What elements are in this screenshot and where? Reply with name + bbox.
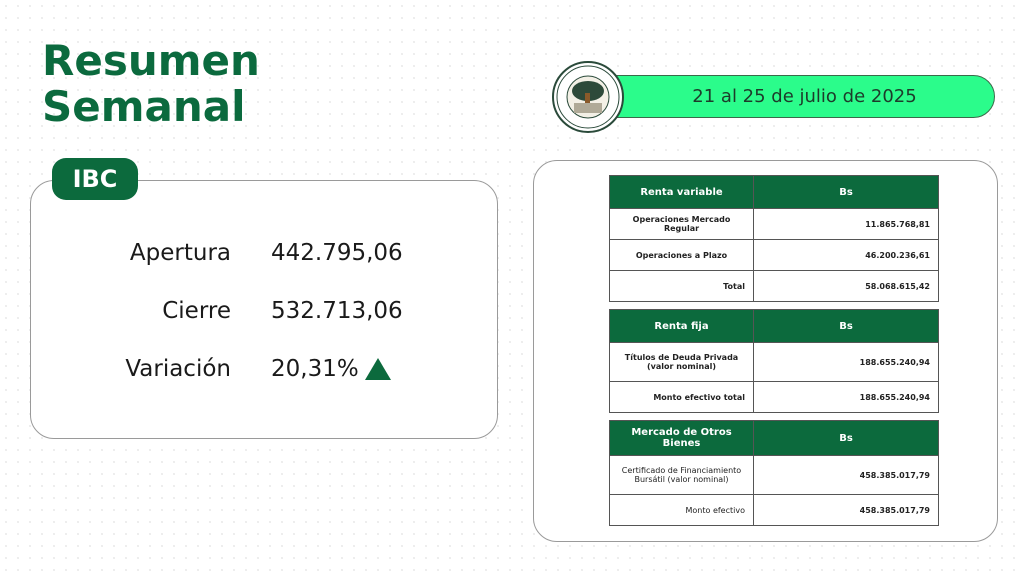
title-line2: Semanal [42, 82, 246, 131]
bvc-logo [552, 61, 624, 133]
table-header: Mercado de Otros Bienes [609, 420, 754, 456]
row-value: 458.385.017,79 [753, 494, 939, 526]
ibc-label: IBC [72, 165, 118, 193]
row-label: Operaciones Mercado Regular [609, 208, 754, 240]
table-row: Total 58.068.615,42 [609, 270, 939, 302]
table-header: Renta variable [609, 175, 754, 209]
ibc-badge: IBC [52, 158, 138, 200]
date-range: 21 al 25 de julio de 2025 [692, 86, 917, 107]
row-value: 188.655.240,94 [753, 381, 939, 413]
table-row: Monto efectivo 458.385.017,79 [609, 494, 939, 526]
table-row: Operaciones a Plazo 46.200.236,61 [609, 239, 939, 271]
row-value: 458.385.017,79 [753, 455, 939, 495]
table-header: Renta fija [609, 309, 754, 343]
date-range-banner: 21 al 25 de julio de 2025 [590, 75, 995, 118]
row-label: Monto efectivo [609, 494, 754, 526]
cierre-value: 532.713,06 [271, 298, 403, 324]
ibc-row-variacion: Variación 20,31% [30, 356, 490, 382]
ibc-row-cierre: Cierre 532.713,06 [30, 298, 490, 324]
cierre-label: Cierre [162, 298, 231, 324]
apertura-label: Apertura [129, 240, 231, 266]
variacion-label: Variación [125, 356, 231, 382]
page-title: Resumen Semanal [42, 38, 260, 130]
table-row: Operaciones Mercado Regular 11.865.768,81 [609, 208, 939, 240]
ibc-row-apertura: Apertura 442.795,06 [30, 240, 490, 266]
row-value: 46.200.236,61 [753, 239, 939, 271]
row-label: Monto efectivo total [609, 381, 754, 413]
variacion-value: 20,31% [271, 356, 359, 382]
renta-fija-table: Renta fija Bs Títulos de Deuda Privada (v… [609, 309, 939, 413]
row-value: 58.068.615,42 [753, 270, 939, 302]
row-label: Total [609, 270, 754, 302]
up-triangle-icon [364, 358, 391, 380]
apertura-value: 442.795,06 [271, 240, 403, 266]
ibc-card [30, 180, 498, 439]
table-row: Monto efectivo total 188.655.240,94 [609, 381, 939, 413]
table-header: Bs [753, 420, 939, 456]
row-value: 11.865.768,81 [753, 208, 939, 240]
table-header: Bs [753, 309, 939, 343]
row-label: Títulos de Deuda Privada (valor nominal) [609, 342, 754, 382]
table-header: Bs [753, 175, 939, 209]
row-label: Certificado de Financiamiento Bursátil (… [609, 455, 754, 495]
table-row: Certificado de Financiamiento Bursátil (… [609, 455, 939, 495]
row-label: Operaciones a Plazo [609, 239, 754, 271]
renta-variable-table: Renta variable Bs Operaciones Mercado Reg… [609, 175, 939, 302]
title-line1: Resumen [42, 36, 260, 85]
otros-bienes-table: Mercado de Otros Bienes Bs Certificado de… [609, 420, 939, 526]
table-row: Títulos de Deuda Privada (valor nominal)… [609, 342, 939, 382]
row-value: 188.655.240,94 [753, 342, 939, 382]
